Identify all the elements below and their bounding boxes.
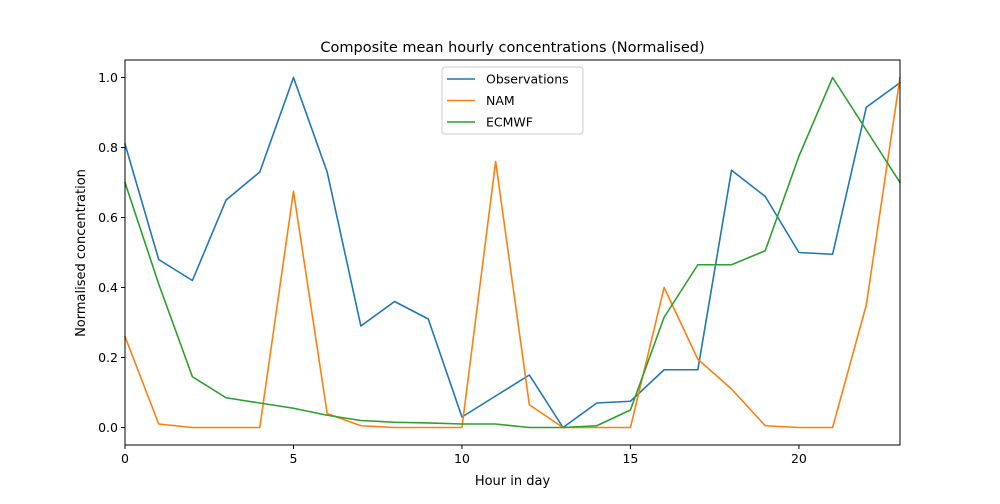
plot-area	[123, 76, 902, 429]
x-tick-label: 0	[121, 451, 129, 466]
legend-label: ECMWF	[486, 115, 533, 130]
series-line-2	[123, 76, 901, 429]
y-tick-label: 0.4	[98, 280, 118, 295]
x-axis-label: Hour in day	[475, 474, 551, 489]
legend-label: Observations	[486, 72, 569, 87]
legend-label: NAM	[486, 93, 515, 108]
y-tick-label: 1.0	[98, 70, 118, 85]
y-tick-label: 0.8	[98, 140, 118, 155]
y-axis-label: Normalised concentration	[74, 169, 89, 337]
series-line-1	[124, 76, 902, 429]
legend: Observations NAM ECMWF	[441, 66, 584, 135]
x-tick-label: 20	[791, 451, 807, 466]
y-tick-label: 0.2	[98, 350, 118, 365]
y-tick-label: 0.0	[98, 420, 118, 435]
chart-title: Composite mean hourly concentrations (No…	[320, 40, 704, 56]
x-tick-label: 5	[290, 451, 298, 466]
series-line-3	[123, 76, 902, 429]
x-tick-label: 10	[454, 451, 470, 466]
axes-frame	[124, 59, 901, 446]
x-tick-label: 15	[622, 451, 638, 466]
legend-box	[441, 66, 584, 135]
axes: 0 5 10 15 20 0.0 0.2 0.4 0.6 0.8 1.0	[98, 59, 901, 466]
y-tick-label: 0.6	[98, 210, 118, 225]
